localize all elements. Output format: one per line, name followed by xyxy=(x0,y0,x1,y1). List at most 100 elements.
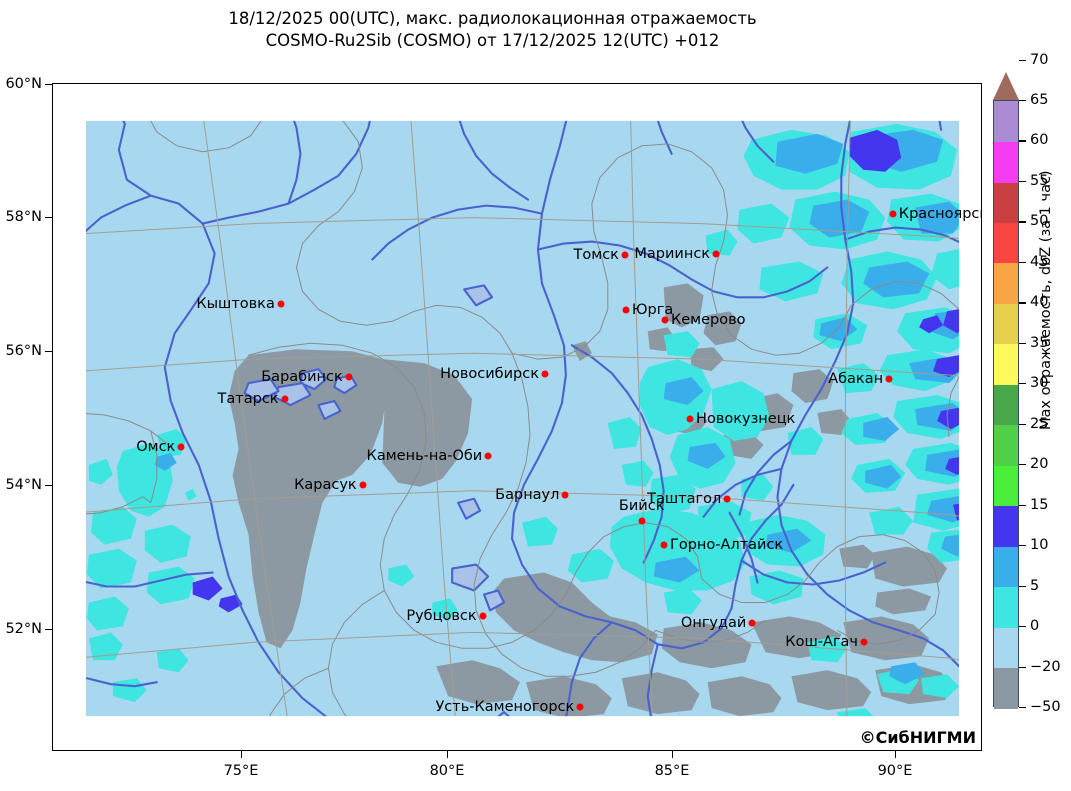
colorbar-tick-mark xyxy=(1019,261,1026,264)
city-dot-icon xyxy=(177,443,185,451)
city-label: Камень-на-Оби xyxy=(366,448,483,465)
y-axis-tick-mark xyxy=(45,217,52,219)
x-axis-tick-mark xyxy=(895,751,897,758)
colorbar-band xyxy=(994,303,1018,345)
colorbar-tick-label: −50 xyxy=(1030,699,1061,715)
y-axis-tick-label: 58°N xyxy=(5,209,42,225)
admin-borders xyxy=(85,120,960,717)
city-label: Татарск xyxy=(217,390,279,407)
rivers xyxy=(85,120,960,717)
colorbar-tick-label: 25 xyxy=(1030,415,1049,432)
y-axis-tick-label: 60°N xyxy=(5,76,42,92)
colorbar-tick-mark xyxy=(1019,383,1026,385)
colorbar-tick-mark xyxy=(1019,423,1026,425)
city-label: Абакан xyxy=(828,371,884,388)
colorbar-tick-mark xyxy=(1019,221,1026,223)
colorbar-tick-mark xyxy=(1019,100,1026,102)
x-axis-tick-label: 80°E xyxy=(429,763,465,779)
city-label: Омск xyxy=(136,438,176,455)
city-dot-icon xyxy=(541,370,549,378)
city-dot-icon xyxy=(277,300,285,308)
city-label: Барнаул xyxy=(495,487,560,504)
colorbar-tick-label: 55 xyxy=(1030,172,1049,189)
city-label: Горно-Алтайск xyxy=(670,536,784,553)
colorbar-tick-mark xyxy=(1019,707,1026,709)
city-dot-icon xyxy=(622,306,630,314)
city-dot-icon xyxy=(686,415,694,423)
colorbar-tick-label: 15 xyxy=(1030,496,1049,513)
city-dot-icon xyxy=(281,395,289,403)
page-title: 18/12/2025 00(UTC), макс. радиолокационн… xyxy=(0,8,985,53)
city-label: Карасук xyxy=(294,476,357,493)
city-dot-icon xyxy=(359,481,367,489)
city-dot-icon xyxy=(638,517,646,525)
city-dot-icon xyxy=(661,316,669,324)
colorbar-band xyxy=(994,262,1018,304)
colorbar-tick-mark xyxy=(1019,180,1026,183)
colorbar-tick-label: 30 xyxy=(1030,375,1049,392)
city-dot-icon xyxy=(723,495,731,503)
copyright-label: ©СибНИГМИ xyxy=(859,728,976,747)
colorbar-tick-label: 20 xyxy=(1030,456,1049,473)
city-label: Кемерово xyxy=(670,311,746,328)
city-label: Мариинск xyxy=(634,245,711,262)
x-axis-tick-mark xyxy=(447,751,449,758)
colorbar-band xyxy=(994,222,1018,264)
colorbar-tick-label: 35 xyxy=(1030,334,1049,351)
colorbar-tick-mark xyxy=(1019,140,1026,142)
city-label: Юрга xyxy=(631,301,674,318)
y-axis-tick-mark xyxy=(45,351,52,353)
colorbar-tick-mark xyxy=(1019,545,1026,547)
colorbar-band xyxy=(994,141,1018,183)
y-axis-tick-label: 52°N xyxy=(5,621,42,637)
city-dot-icon xyxy=(484,452,492,460)
colorbar-band xyxy=(994,424,1018,466)
colorbar-tick-mark xyxy=(1019,59,1026,61)
colorbar-tick-mark xyxy=(1019,464,1026,466)
x-axis-tick-label: 85°E xyxy=(654,763,690,779)
city-label: Онгудай xyxy=(680,615,747,632)
map-plot-frame: Кыштовка Барабинск Татарск Омск Карасук Камен… xyxy=(52,83,982,751)
x-axis-tick-label: 75°E xyxy=(223,763,259,779)
colorbar-tick-label: 70 xyxy=(1030,51,1049,68)
city-dot-icon xyxy=(561,491,569,499)
city-label: Усть-Каменогорск xyxy=(435,698,575,715)
city-label: Барабинск xyxy=(261,368,343,385)
y-axis-tick-mark xyxy=(45,629,52,631)
city-dot-icon xyxy=(479,612,487,620)
colorbar-tick-label: 5 xyxy=(1030,577,1040,594)
colorbar-tick-label: −20 xyxy=(1030,658,1061,675)
colorbar-tick-mark xyxy=(1019,342,1026,344)
colorbar: −50 −20 0 5 10 15 20 25 30 35 40 45 50 55 60 65 70 xyxy=(992,52,1061,735)
graticule xyxy=(85,120,960,717)
city-label: Таштагол xyxy=(647,490,722,507)
city-label: Новосибирск xyxy=(440,365,539,382)
x-axis-tick-mark xyxy=(241,751,243,758)
reflectivity-band-10-15 xyxy=(192,129,960,613)
city-label: Томск xyxy=(573,247,619,263)
city-dot-icon xyxy=(345,373,353,381)
city-dot-icon xyxy=(860,638,868,646)
colorbar-tick-label: 40 xyxy=(1030,294,1049,311)
city-dot-icon xyxy=(748,619,756,627)
city-label: Кыштовка xyxy=(196,296,275,313)
colorbar-extend-arrow xyxy=(992,72,1019,100)
city-dot-icon xyxy=(889,210,897,218)
colorbar-tick-label: 60 xyxy=(1030,132,1049,149)
colorbar-tick-label: 65 xyxy=(1030,92,1049,108)
colorbar-axis-label: Max отражаемость, dbZ (за 1 час) xyxy=(1038,170,1054,430)
y-axis-tick-mark xyxy=(45,84,52,86)
colorbar-tick-mark xyxy=(1019,302,1026,304)
x-axis-tick-mark xyxy=(672,751,674,758)
city-dot-icon xyxy=(660,541,668,549)
colorbar-band xyxy=(994,465,1018,507)
colorbar-tick-label: 50 xyxy=(1030,213,1049,230)
colorbar-body xyxy=(993,100,1019,709)
colorbar-tick-mark xyxy=(1019,626,1026,628)
colorbar-band xyxy=(994,627,1018,669)
colorbar-band xyxy=(994,546,1018,588)
colorbar-band xyxy=(994,505,1018,547)
colorbar-band xyxy=(994,384,1018,426)
colorbar-band xyxy=(994,101,1018,143)
y-axis-tick-mark xyxy=(45,485,52,487)
